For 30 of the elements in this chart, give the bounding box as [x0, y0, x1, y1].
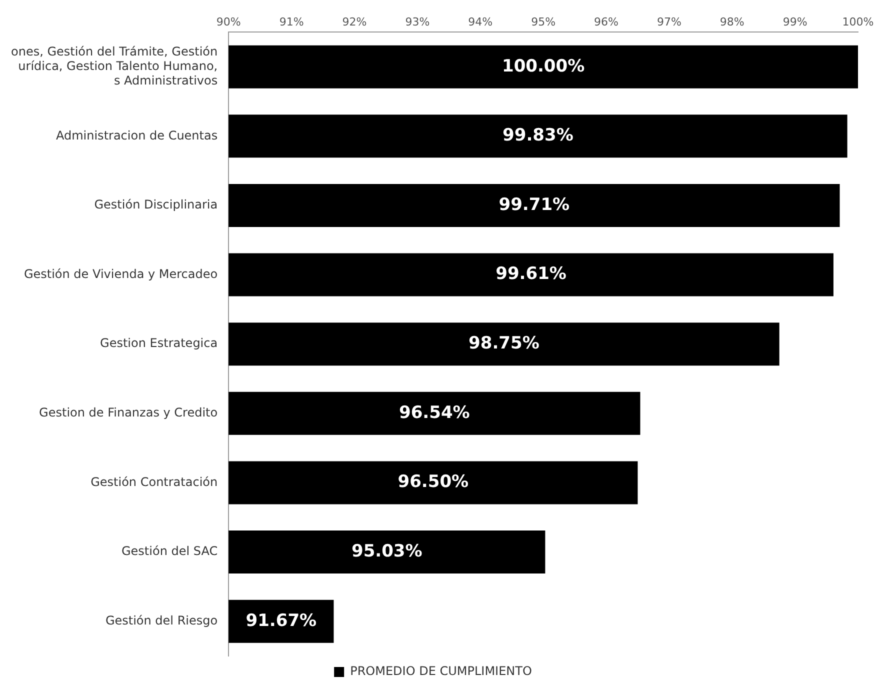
y-tick-label: Gestión Disciplinaria: [94, 198, 218, 212]
y-tick-label: Gestión de Vivienda y Mercadeo: [24, 266, 218, 281]
y-tick-label: Gestion de Finanzas y Credito: [39, 406, 218, 420]
data-label: 99.71%: [498, 194, 570, 215]
data-label: 100.00%: [502, 56, 585, 76]
data-label: 91.67%: [246, 610, 317, 631]
x-tick-label: 93%: [405, 15, 430, 28]
y-tick-label: Gestion Estrategica: [100, 336, 218, 350]
x-tick-label: 96%: [594, 15, 618, 28]
y-tick-label: Gestión del SAC: [122, 544, 218, 558]
x-tick-label: 95%: [531, 15, 556, 28]
x-tick-label: 90%: [216, 15, 241, 28]
x-tick-label: 100%: [842, 15, 874, 28]
y-tick-label: Gestión Contratación: [90, 474, 218, 489]
data-label: 96.54%: [399, 402, 470, 423]
legend-label: PROMEDIO DE CUMPLIMIENTO: [350, 664, 532, 678]
x-tick-label: 99%: [782, 15, 808, 28]
data-label: 99.61%: [496, 264, 566, 284]
y-tick-label: ones, Gestión del Trámite, Gestión urídica, Gestion Talento Humano, s Administrativos: [11, 44, 218, 88]
x-tick-label: 97%: [656, 15, 682, 28]
data-label: 96.50%: [398, 472, 469, 492]
x-tick-label: 98%: [720, 15, 744, 28]
data-label: 99.83%: [502, 126, 574, 146]
x-tick-label: 94%: [468, 15, 493, 28]
data-label: 98.75%: [468, 334, 540, 354]
x-tick-label: 92%: [342, 15, 367, 28]
data-label: 95.03%: [351, 541, 422, 562]
y-tick-label: Administracion de Cuentas: [56, 128, 218, 142]
y-tick-label: Gestión del Riesgo: [105, 613, 218, 628]
x-tick-label: 91%: [279, 15, 304, 28]
